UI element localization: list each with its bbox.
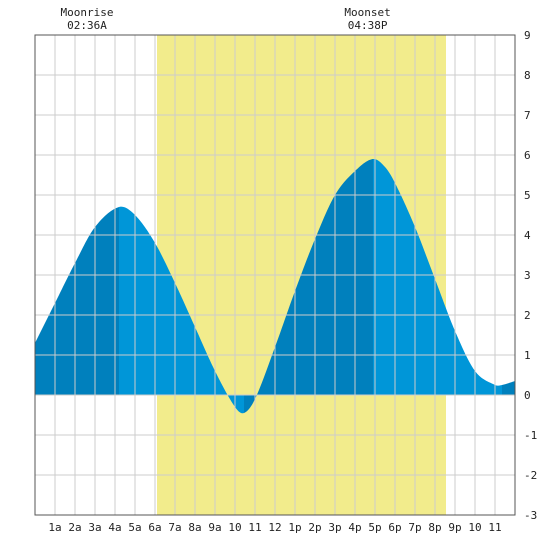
tide-segment-rising	[35, 207, 119, 395]
y-tick-label: 9	[524, 29, 531, 42]
x-tick-label: 10	[228, 521, 241, 534]
grid	[35, 35, 515, 515]
x-tick-label: 11	[248, 521, 261, 534]
x-tick-label: 12	[268, 521, 281, 534]
x-tick-label: 5p	[368, 521, 381, 534]
y-tick-label: 5	[524, 189, 531, 202]
y-tick-label: -2	[524, 469, 537, 482]
x-tick-label: 9a	[208, 521, 221, 534]
x-axis-tick-labels: 1a 2a 3a 4a 5a 6a 7a 8a 9a 10 11 12 1p 2p 3p 4p 5p 6p 7p 8p…	[48, 521, 501, 534]
x-tick-label: 2a	[68, 521, 81, 534]
x-tick-label: 9p	[448, 521, 461, 534]
y-tick-label: 4	[524, 229, 531, 242]
tide-segment-rising	[502, 381, 515, 395]
x-tick-label: 1a	[48, 521, 61, 534]
tide-segment-falling	[373, 158, 502, 395]
x-tick-label: 5a	[128, 521, 141, 534]
x-tick-label: 8p	[428, 521, 441, 534]
x-tick-label: 1p	[288, 521, 301, 534]
tide-segment-falling	[119, 206, 244, 414]
y-axis-tick-labels: 9 8 7 6 5 4 3 2 1 0 -1 -2 -3	[524, 29, 537, 522]
plot-frame	[34, 34, 516, 516]
x-tick-label: 7a	[168, 521, 181, 534]
y-tick-label: -3	[524, 509, 537, 522]
x-tick-label: 8a	[188, 521, 201, 534]
y-tick-label: 2	[524, 309, 531, 322]
x-tick-label: 4a	[108, 521, 121, 534]
moon-event-time: 04:38P	[348, 19, 388, 32]
x-tick-label: 2p	[308, 521, 321, 534]
y-tick-label: 3	[524, 269, 531, 282]
moon-event-time: 02:36A	[67, 19, 107, 32]
tide-segment-rising	[244, 159, 373, 413]
tide-area	[35, 158, 515, 414]
y-tick-label: 6	[524, 149, 531, 162]
x-tick-label: 4p	[348, 521, 361, 534]
x-tick-label: 7p	[408, 521, 421, 534]
x-tick-label: 6a	[148, 521, 161, 534]
y-tick-label: 0	[524, 389, 531, 402]
y-tick-label: 7	[524, 109, 531, 122]
y-tick-label: 1	[524, 349, 531, 362]
x-tick-label: 10	[468, 521, 481, 534]
y-tick-label: -1	[524, 429, 537, 442]
moon-event-label: Moonrise	[61, 6, 114, 19]
x-tick-label: 11	[488, 521, 501, 534]
x-tick-label: 6p	[388, 521, 401, 534]
moon-event-label: Moonset	[344, 6, 390, 19]
x-tick-label: 3a	[88, 521, 101, 534]
x-tick-label: 3p	[328, 521, 341, 534]
y-tick-label: 8	[524, 69, 531, 82]
